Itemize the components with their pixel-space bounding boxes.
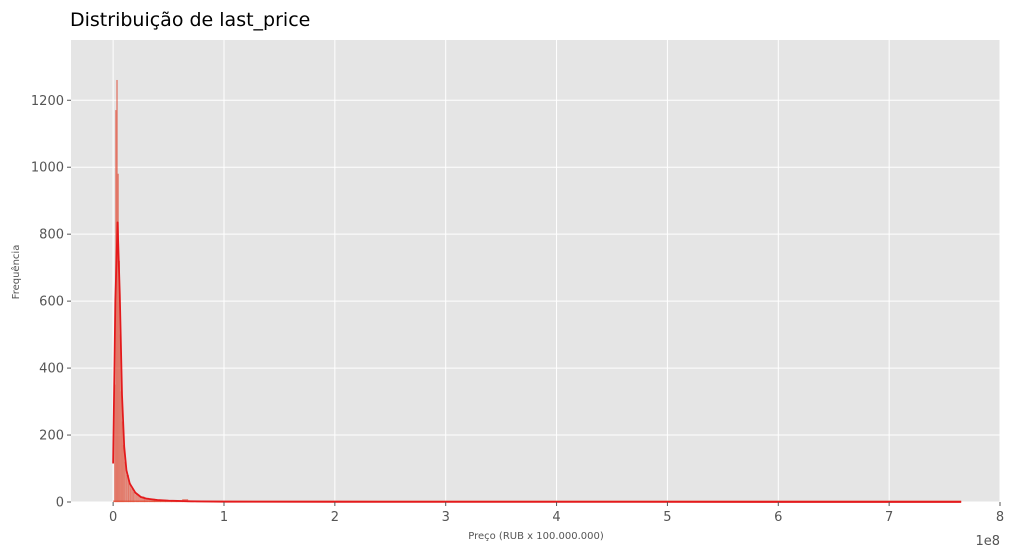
- y-tick-label: 1000: [31, 161, 64, 176]
- y-tick-label: 400: [39, 362, 64, 377]
- y-axis-label: Frequência: [10, 245, 22, 300]
- x-tick-label: 1: [220, 510, 228, 525]
- y-tick-label: 600: [39, 295, 64, 310]
- y-tick-label: 0: [56, 496, 64, 511]
- x-axis-ticks: 0 1 2 3 4 5 6 7 8: [109, 502, 1004, 525]
- x-tick-label: 5: [663, 510, 671, 525]
- x-tick-label: 8: [996, 510, 1004, 525]
- y-tick-label: 1200: [31, 94, 64, 109]
- x-axis-offset-label: 1e8: [975, 534, 1000, 549]
- chart-title: Distribuição de last_price: [70, 9, 310, 31]
- x-tick-label: 4: [552, 510, 560, 525]
- x-tick-label: 7: [885, 510, 893, 525]
- y-tick-label: 800: [39, 228, 64, 243]
- x-tick-label: 0: [109, 510, 117, 525]
- x-axis-label: Preço (RUB x 100.000.000): [468, 531, 604, 542]
- x-tick-label: 2: [331, 510, 339, 525]
- kde-line: [112, 221, 962, 503]
- kde-curve-group: [112, 221, 962, 503]
- histogram-bar: [130, 488, 134, 503]
- x-tick-label: 6: [774, 510, 782, 525]
- y-tick-label: 200: [39, 429, 64, 444]
- y-axis-ticks: 0 200 400 600 800 1000 1200: [31, 94, 71, 511]
- x-tick-label: 3: [442, 510, 450, 525]
- plot-area: [71, 40, 1000, 502]
